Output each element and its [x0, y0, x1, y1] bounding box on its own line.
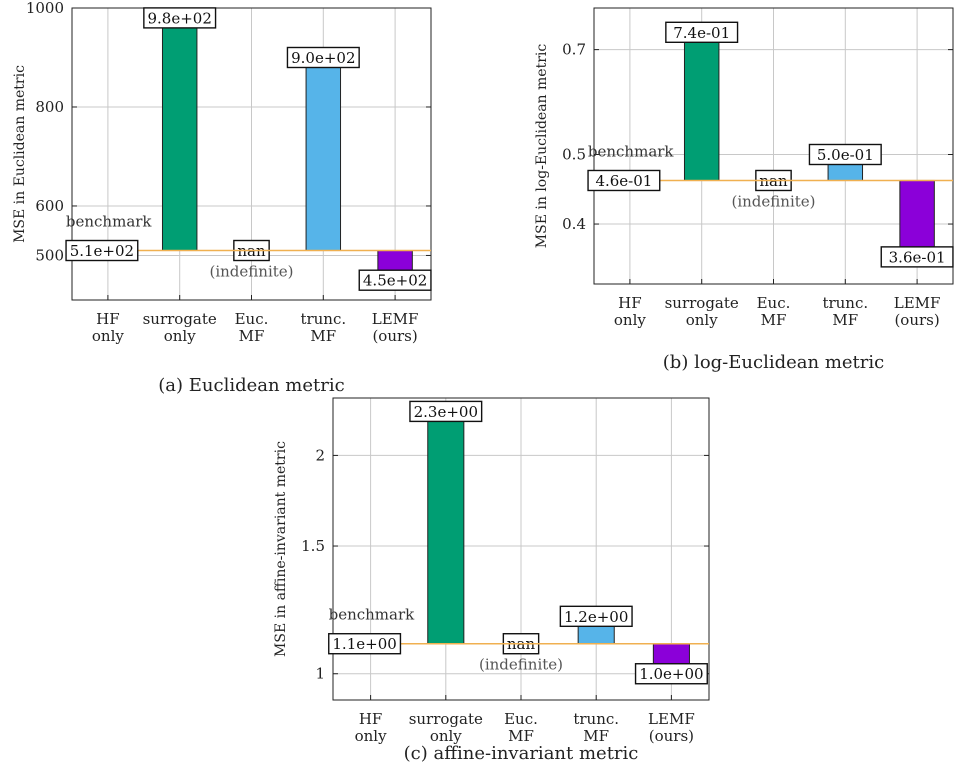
y-tick-label: 1000 [26, 0, 64, 17]
y-tick-label: 2 [315, 446, 325, 464]
bar-value-label: 9.0e+02 [286, 46, 360, 69]
panel-caption: (a) Euclidean metric [158, 375, 344, 396]
y-tick-label: 1 [315, 665, 325, 683]
x-tick-label: trunc. [300, 310, 346, 328]
y-axis-label: MSE in log-Euclidean metric [534, 44, 550, 249]
y-tick-label: 1.5 [301, 537, 325, 555]
x-tick-label: (ours) [894, 311, 939, 329]
x-tick-label: trunc. [822, 294, 868, 312]
bar-value-label: 3.6e-01 [880, 246, 954, 268]
chart-panel-2: 0.40.50.7HFonlysurrogateonlyEuc.MFtrunc.… [534, 7, 954, 373]
label-text: 5.1e+02 [70, 242, 134, 260]
bar-surrogate-only [683, 31, 720, 181]
label-box [559, 605, 633, 628]
x-tick-label: Euc. [757, 294, 791, 312]
bar-value-label: 5.0e-01 [808, 143, 882, 166]
y-tick-label: 0.5 [562, 145, 586, 163]
label-box [358, 269, 432, 291]
x-tick-label: LEMF [372, 310, 419, 328]
x-tick-label: Euc. [504, 710, 538, 728]
bar-surrogate-only [427, 410, 465, 645]
x-tick-label: MF [761, 311, 787, 329]
x-tick-label: LEMF [648, 710, 695, 728]
panel-caption: (c) affine-invariant metric [404, 743, 639, 764]
x-tick-label: surrogate [409, 710, 483, 728]
bar-value-label: 4.5e+02 [358, 269, 432, 291]
x-tick-label: surrogate [665, 294, 739, 312]
label-text: 7.4e-01 [673, 24, 730, 42]
label-text: 3.6e-01 [889, 248, 946, 266]
benchmark-label: benchmark [329, 606, 416, 624]
panel-caption: (b) log-Euclidean metric [663, 352, 884, 373]
x-tick-label: only [430, 727, 462, 745]
y-tick-label: 0.7 [562, 41, 586, 59]
label-box [880, 246, 954, 268]
label-text: 9.8e+02 [148, 9, 212, 27]
benchmark-label: benchmark [66, 213, 153, 231]
x-tick-label: HF [96, 310, 120, 328]
y-tick-label: 0.4 [562, 215, 586, 233]
x-tick-label: HF [618, 294, 642, 312]
label-text: 4.5e+02 [363, 272, 427, 290]
label-text: 9.0e+02 [291, 49, 355, 67]
x-tick-label: surrogate [143, 310, 217, 328]
bar-trunc-mf [305, 56, 342, 252]
y-axis-label: MSE in affine-invariant metric [273, 441, 289, 657]
x-tick-label: (ours) [649, 727, 694, 745]
x-tick-label: LEMF [894, 294, 941, 312]
y-tick-label: 800 [35, 98, 64, 116]
x-tick-label: (ours) [372, 327, 417, 345]
y-tick-label: 600 [35, 197, 64, 215]
label-text: 4.6e-01 [595, 172, 652, 190]
label-box [665, 21, 739, 43]
x-tick-label: MF [832, 311, 858, 329]
benchmark-value-label: 4.6e-01 [587, 169, 661, 192]
bar-note: (indefinite) [209, 263, 293, 281]
label-text: 1.2e+00 [564, 608, 628, 626]
chart-panel-1: 5006008001000HFonlysurrogateonlyEuc.MFtr… [12, 0, 432, 396]
label-box [286, 46, 360, 69]
x-tick-label: HF [359, 710, 383, 728]
label-box [634, 663, 708, 685]
y-tick-label: 500 [35, 246, 64, 264]
bar-note: (indefinite) [731, 192, 815, 210]
x-tick-label: MF [508, 727, 534, 745]
label-box [587, 169, 661, 192]
x-tick-label: Euc. [235, 310, 269, 328]
label-box [143, 7, 217, 29]
benchmark-value-label: 5.1e+02 [65, 239, 139, 262]
x-tick-label: only [92, 327, 124, 345]
x-tick-label: only [355, 727, 387, 745]
label-text: 2.3e+00 [414, 403, 478, 421]
x-tick-label: only [614, 311, 646, 329]
x-tick-label: only [164, 327, 196, 345]
benchmark-label: benchmark [588, 142, 675, 160]
bar-value-label: 1.2e+00 [559, 605, 633, 628]
x-tick-label: MF [239, 327, 265, 345]
label-text: 1.0e+00 [639, 665, 703, 683]
label-text: 1.1e+00 [332, 635, 396, 653]
x-tick-label: MF [310, 327, 336, 345]
chart-panel-3: 11.52HFonlysurrogateonlyEuc.MFtrunc.MFLE… [273, 397, 710, 764]
bar-value-label: 9.8e+02 [143, 7, 217, 29]
label-box [409, 400, 483, 423]
x-tick-label: trunc. [573, 710, 619, 728]
benchmark-value-label: 1.1e+00 [328, 633, 402, 655]
label-box [808, 143, 882, 166]
y-axis-label: MSE in Euclidean metric [12, 65, 28, 243]
x-tick-label: only [686, 311, 718, 329]
bar-lemf-ours [899, 179, 935, 258]
x-tick-label: MF [583, 727, 609, 745]
label-box [328, 633, 402, 655]
label-box [65, 239, 139, 262]
bar-value-label: 1.0e+00 [634, 663, 708, 685]
bar-note: (indefinite) [479, 656, 563, 674]
bar-value-label: 2.3e+00 [409, 400, 483, 423]
bar-surrogate-only [161, 17, 198, 252]
label-text: 5.0e-01 [817, 146, 874, 164]
bar-value-label: 7.4e-01 [665, 21, 739, 43]
